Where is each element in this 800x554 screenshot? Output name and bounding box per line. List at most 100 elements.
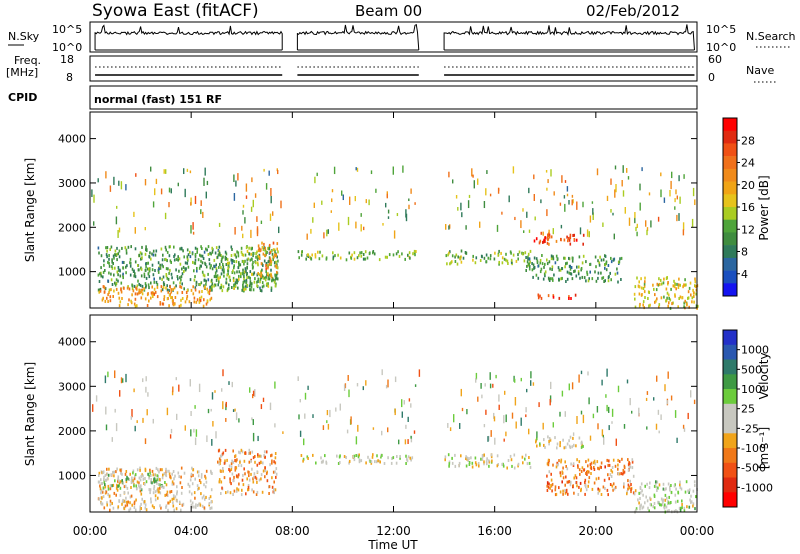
power-echo-cell [159, 266, 162, 270]
power-echo-cell [524, 251, 527, 255]
velocity-echo-cell [690, 500, 693, 504]
velocity-echo-cell [100, 502, 103, 506]
power-echo-cell [528, 229, 531, 233]
velocity-echo-cell [144, 506, 147, 510]
power-echo-cell [297, 250, 300, 254]
power-echo-cell [238, 263, 240, 267]
power-echo-cell [642, 300, 645, 304]
power-echo-cell [222, 270, 225, 274]
power-echo-cell [310, 257, 312, 261]
power-echo-cell [505, 252, 507, 256]
power-echo-cell [120, 281, 123, 285]
colorbar-swatch [723, 118, 737, 131]
velocity-echo-cell [124, 500, 126, 504]
velocity-echo-cell [215, 431, 217, 439]
velocity-echo-cell [543, 443, 545, 447]
velocity-echo-cell [571, 445, 574, 449]
power-echo-cell [226, 261, 229, 265]
velocity-echo-cell [650, 503, 652, 507]
power-echo-cell [211, 250, 214, 254]
velocity-echo-cell [212, 421, 214, 427]
velocity-echo-cell [238, 450, 240, 454]
power-echo-cell [547, 233, 549, 241]
velocity-echo-cell [126, 503, 129, 507]
power-echo-cell [105, 171, 107, 179]
power-echo-cell [508, 195, 510, 203]
velocity-echo-cell [383, 462, 386, 465]
power-echo-cell [597, 276, 599, 280]
power-echo-cell [540, 231, 543, 235]
velocity-echo-cell [250, 459, 252, 463]
velocity-echo-cell [679, 483, 681, 487]
velocity-echo-cell [559, 474, 562, 478]
velocity-echo-cell [176, 490, 178, 494]
velocity-echo-cell [467, 459, 469, 462]
power-echo-cell [638, 304, 641, 308]
power-echo-cell [262, 263, 264, 267]
power-echo-cell [298, 256, 300, 260]
velocity-echo-cell [124, 484, 127, 488]
velocity-echo-cell [140, 492, 143, 496]
power-echo-cell [145, 248, 147, 252]
power-echo-cell [392, 253, 395, 257]
power-echo-cell [408, 204, 410, 210]
power-echo-cell [604, 254, 607, 258]
power-echo-cell [277, 170, 279, 175]
power-echo-cell [532, 275, 534, 279]
power-echo-cell [157, 270, 160, 274]
velocity-echo-cell [158, 490, 160, 494]
velocity-echo-cell [606, 458, 608, 462]
velocity-echo-cell [104, 375, 107, 384]
x-tick-label: 16:00 [477, 524, 512, 538]
power-echo-cell [208, 258, 211, 262]
velocity-echo-cell [551, 482, 554, 486]
velocity-echo-cell [590, 461, 593, 465]
power-echo-cell [448, 225, 450, 230]
velocity-echo-cell [159, 478, 161, 482]
power-echo-cell [449, 224, 451, 229]
velocity-echo-cell [203, 483, 205, 487]
velocity-echo-cell [369, 460, 372, 463]
velocity-echo-cell [631, 466, 634, 470]
power-echo-cell [113, 176, 115, 185]
velocity-echo-cell [159, 504, 161, 508]
velocity-echo-cell [506, 466, 508, 470]
power-echo-cell [230, 254, 233, 257]
power-echo-cell [250, 206, 253, 212]
power-echo-cell [360, 213, 362, 217]
power-echo-cell [676, 282, 678, 286]
velocity-echo-cell [235, 412, 238, 421]
velocity-echo-cell [178, 500, 181, 504]
power-echo-cell [691, 300, 693, 304]
velocity-echo-cell [174, 474, 176, 478]
power-echo-cell [544, 240, 546, 243]
power-echo-cell [564, 203, 566, 212]
power-echo-cell [585, 279, 587, 283]
velocity-echo-cell [623, 485, 625, 489]
power-echo-cell [683, 305, 685, 309]
power-echo-cell [682, 229, 685, 236]
velocity-echo-cell [236, 487, 238, 491]
velocity-echo-cell [231, 472, 234, 476]
power-echo-cell [251, 257, 253, 261]
power-echo-cell [356, 167, 359, 172]
power-echo-cell [186, 261, 189, 265]
power-echo-cell [137, 264, 139, 267]
power-echo-cell [672, 284, 675, 288]
velocity-echo-cell [629, 398, 631, 406]
power-echo-cell [522, 208, 524, 212]
power-echo-cell [256, 257, 259, 261]
velocity-echo-cell [315, 461, 317, 465]
power-echo-cell [248, 252, 251, 256]
power-echo-cell [616, 271, 619, 275]
velocity-echo-cell [157, 474, 159, 478]
power-echo-cell [143, 287, 145, 291]
power-echo-cell [362, 253, 365, 256]
velocity-echo-cell [547, 458, 550, 462]
velocity-echo-cell [248, 478, 251, 482]
velocity-echo-cell [375, 460, 378, 464]
power-echo-cell [233, 253, 236, 257]
power-echo-cell [227, 264, 230, 268]
power-echo-cell [106, 246, 109, 249]
power-echo-cell [560, 277, 562, 281]
